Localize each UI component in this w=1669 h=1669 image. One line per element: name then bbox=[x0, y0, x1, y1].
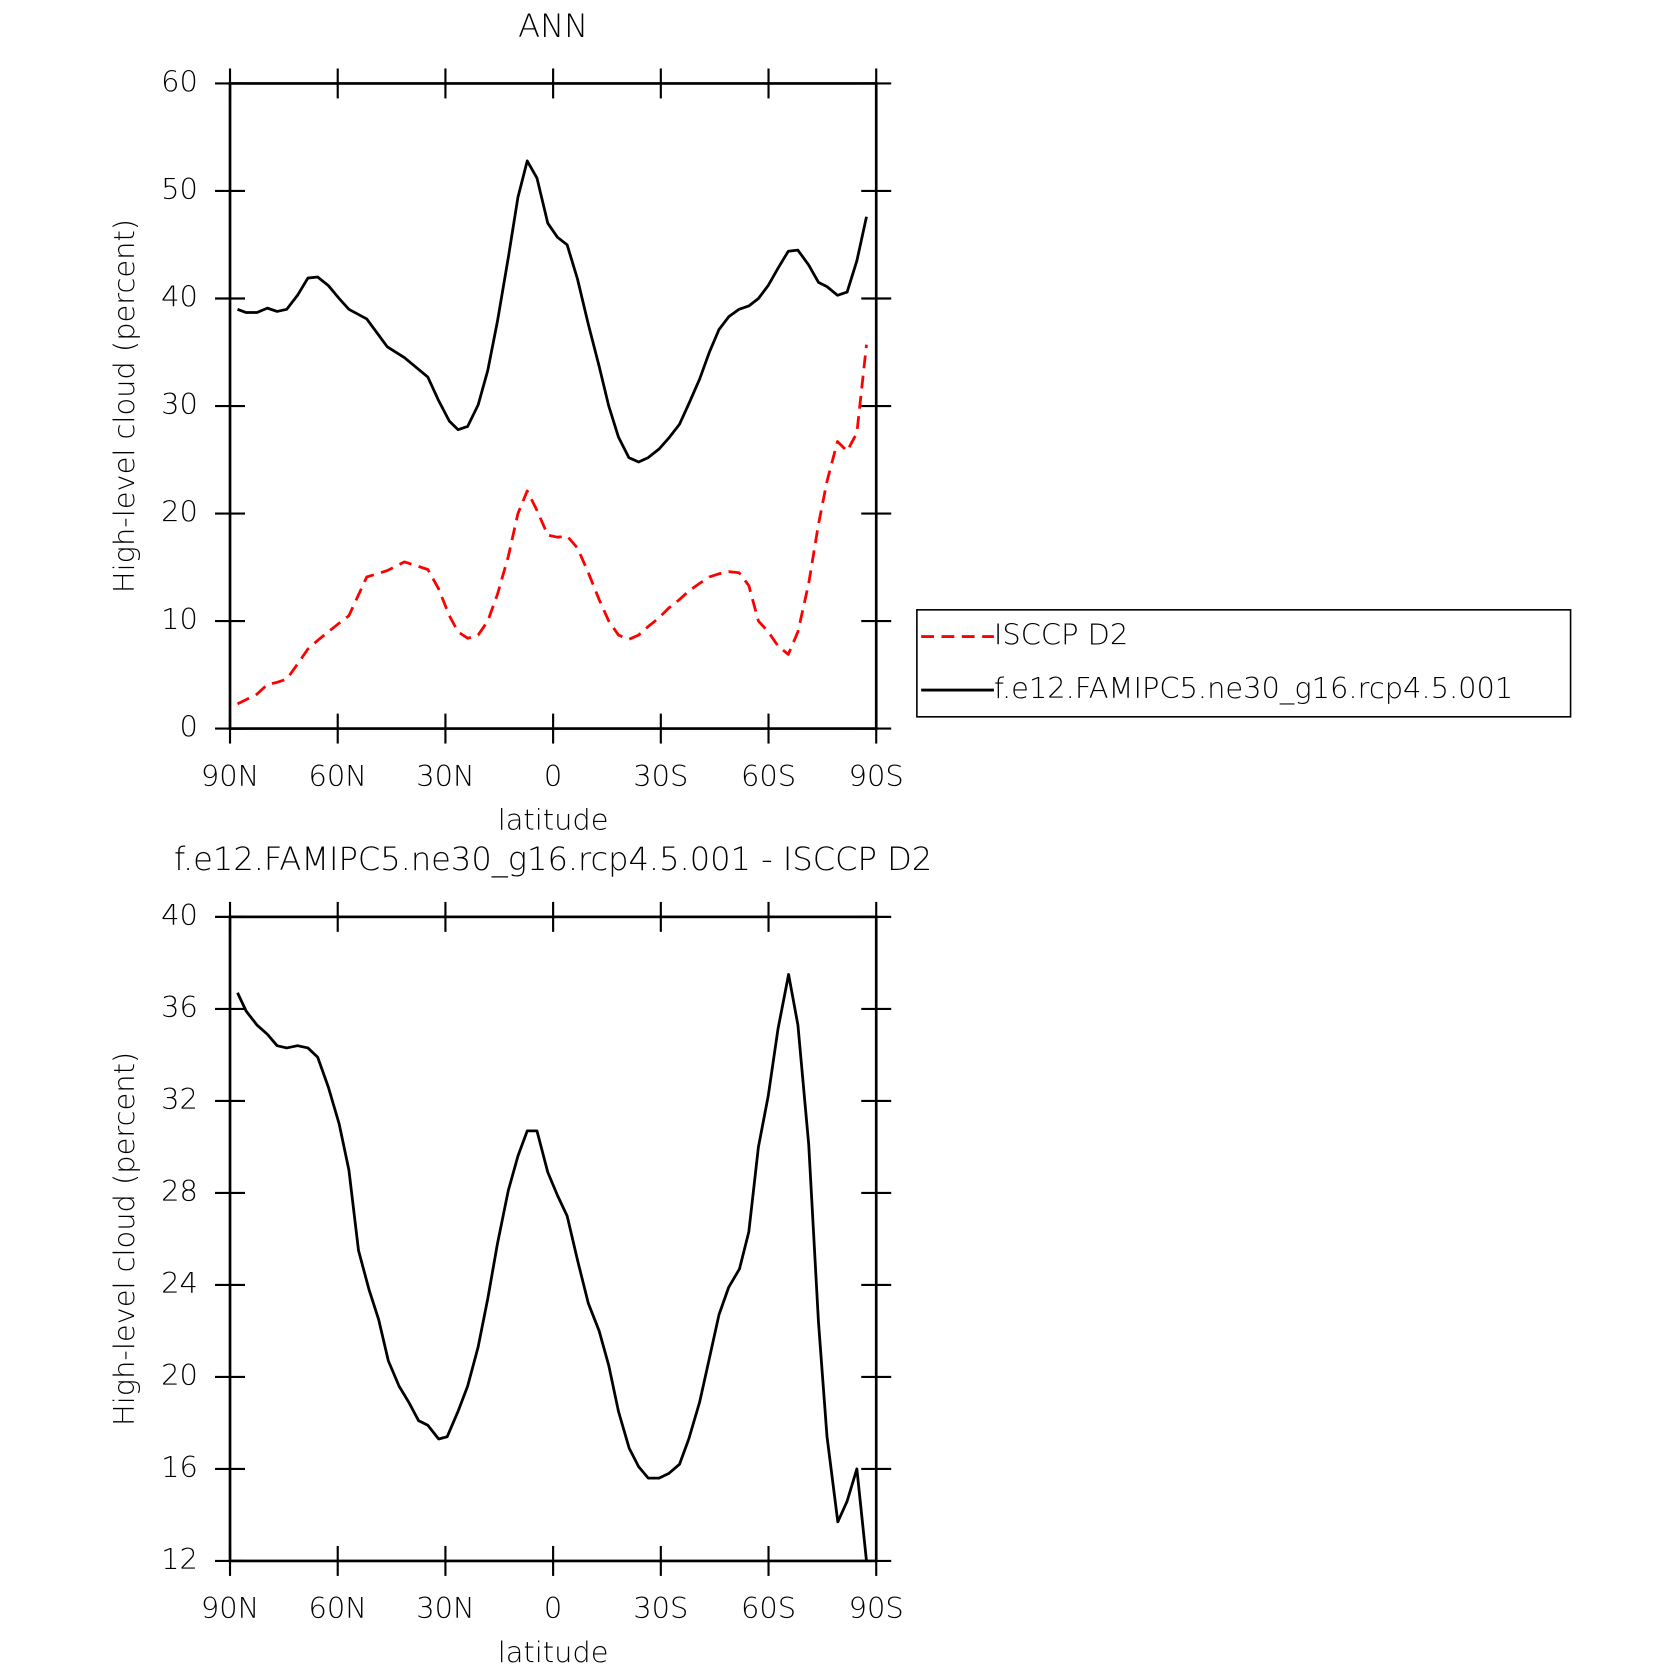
y-tick-label: 50 bbox=[161, 172, 198, 206]
x-tick-label: 60N bbox=[309, 1591, 367, 1625]
legend-label: f.e12.FAMIPC5.ne30_g16.rcp4.5.001 bbox=[994, 671, 1513, 706]
chart-title: f.e12.FAMIPC5.ne30_g16.rcp4.5.001 - ISCC… bbox=[174, 840, 932, 878]
legend-label: ISCCP D2 bbox=[994, 618, 1128, 652]
x-tick-label: 30S bbox=[633, 1591, 688, 1625]
y-tick-label: 28 bbox=[161, 1174, 198, 1208]
x-tick-label: 90S bbox=[849, 1591, 904, 1625]
y-tick-label: 12 bbox=[161, 1542, 198, 1576]
y-tick-label: 30 bbox=[161, 387, 198, 421]
x-tick-label: 90N bbox=[201, 759, 259, 793]
y-tick-label: 16 bbox=[161, 1450, 198, 1484]
y-tick-label: 40 bbox=[161, 279, 198, 313]
y-tick-label: 32 bbox=[161, 1082, 198, 1116]
y-tick-label: 24 bbox=[161, 1266, 198, 1300]
x-tick-label: 30S bbox=[633, 759, 688, 793]
x-tick-label: 60S bbox=[741, 1591, 796, 1625]
x-tick-label: 0 bbox=[544, 759, 562, 793]
x-tick-label: 30N bbox=[416, 759, 474, 793]
x-axis-label: latitude bbox=[498, 803, 609, 837]
x-tick-label: 60S bbox=[741, 759, 796, 793]
y-tick-label: 36 bbox=[161, 990, 198, 1024]
data-line bbox=[236, 344, 868, 706]
y-tick-label: 20 bbox=[161, 495, 198, 529]
x-tick-label: 30N bbox=[416, 1591, 474, 1625]
x-axis-label: latitude bbox=[498, 1635, 609, 1669]
y-tick-label: 20 bbox=[161, 1358, 198, 1392]
x-tick-label: 90N bbox=[201, 1591, 259, 1625]
data-line bbox=[237, 159, 868, 464]
legend-box bbox=[916, 609, 1572, 718]
x-tick-label: 0 bbox=[544, 1591, 562, 1625]
y-tick-label: 60 bbox=[161, 64, 198, 98]
y-tick-label: 10 bbox=[161, 602, 198, 636]
x-tick-label: 60N bbox=[309, 759, 367, 793]
y-tick-label: 0 bbox=[180, 710, 198, 744]
plot-frame bbox=[228, 82, 878, 730]
y-tick-label: 40 bbox=[161, 898, 198, 932]
data-line bbox=[236, 973, 868, 1562]
y-axis-label: High-level cloud (percent) bbox=[107, 1052, 141, 1426]
plot-frame bbox=[228, 915, 878, 1563]
y-axis-label: High-level cloud (percent) bbox=[107, 219, 141, 593]
x-tick-label: 90S bbox=[849, 759, 904, 793]
chart-title: ANN bbox=[518, 7, 588, 45]
